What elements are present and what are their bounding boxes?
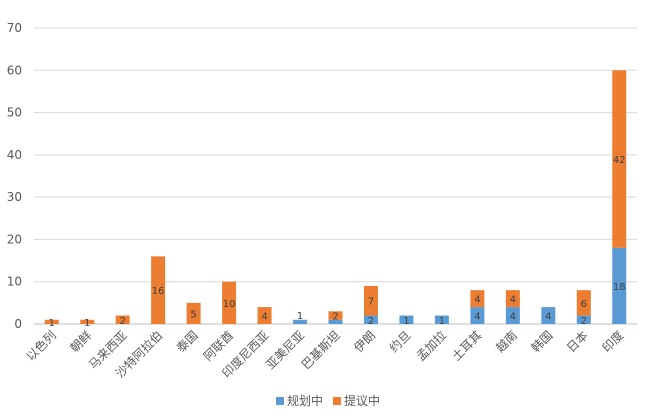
data-label: 1: [439, 316, 445, 327]
x-category-label: 日本: [564, 328, 591, 355]
bar-segment: [612, 247, 627, 324]
bar-segment: [434, 315, 449, 324]
data-label: 16: [152, 286, 165, 297]
x-category-label: 以色列: [23, 328, 58, 363]
bar-segment: [257, 307, 272, 324]
data-label: 2: [332, 312, 338, 323]
bar-segment: [576, 290, 591, 316]
data-label: 4: [510, 312, 516, 323]
bar-segment: [151, 256, 166, 324]
data-label: 1: [49, 318, 55, 329]
y-tick-label: 50: [7, 106, 22, 120]
legend-entry: 提议中: [344, 393, 380, 408]
x-category-label: 土耳其: [449, 328, 484, 363]
bar-segment: [541, 307, 556, 324]
bar-segment: [293, 319, 308, 324]
data-label: 5: [190, 309, 196, 320]
x-category-label: 巴基斯坦: [299, 328, 343, 372]
bar-segment: [363, 285, 378, 316]
y-tick-label: 30: [7, 190, 22, 204]
bar-segment: [328, 319, 343, 324]
bar-segment: [80, 319, 95, 324]
bar-segment: [44, 319, 59, 324]
x-category-label: 约旦: [386, 328, 414, 356]
x-category-label: 越南: [492, 328, 520, 356]
bar-segment: [363, 315, 378, 324]
data-label: 1: [403, 316, 409, 327]
data-label: 10: [223, 299, 236, 310]
y-tick-label: 70: [7, 21, 22, 35]
data-label: 2: [119, 316, 125, 327]
y-tick-label: 0: [14, 317, 22, 331]
data-label: 4: [474, 312, 480, 323]
bar-segment: [612, 70, 627, 248]
data-label: 2: [581, 316, 587, 327]
bar-segment: [505, 290, 520, 308]
y-tick-label: 20: [7, 232, 22, 246]
x-category-label: 韩国: [528, 328, 556, 356]
legend-entry: 规划中: [287, 393, 323, 408]
data-label: 4: [261, 312, 267, 323]
bars: [44, 70, 627, 324]
bar-segment: [470, 290, 485, 308]
bar-segment: [222, 281, 237, 324]
bar-segment: [576, 315, 591, 324]
legend-swatch: [333, 397, 341, 405]
x-category-label: 印度: [599, 328, 627, 356]
y-tick-label: 60: [7, 63, 22, 77]
bar-segment: [399, 315, 414, 324]
data-label: 42: [613, 155, 626, 166]
data-label: 1: [297, 311, 303, 322]
x-axis-categories: 以色列 朝鲜马来西亚沙特阿拉伯 泰国 阿联酋印度尼西亚亚美尼亚巴基斯坦 伊朗 约旦 孟加拉土…: [23, 328, 626, 381]
data-label: 4: [510, 295, 516, 306]
data-label: 1: [84, 318, 90, 329]
bar-segment: [186, 302, 201, 324]
x-category-label: 泰国: [174, 328, 201, 355]
data-label: 2: [368, 316, 374, 327]
gridlines: [34, 27, 637, 325]
data-label: 6: [581, 299, 587, 310]
y-tick-label: 40: [7, 148, 22, 162]
y-tick-label: 10: [7, 275, 22, 289]
bar-segment: [505, 307, 520, 324]
x-category-label: 朝鲜: [67, 328, 94, 355]
y-axis-ticks: 0 10 20 30 40 50 60 70: [7, 21, 22, 331]
data-label: 4: [545, 312, 551, 323]
x-category-label: 伊朗: [351, 328, 378, 355]
x-category-label: 亚美尼亚: [263, 328, 307, 372]
legend-swatch: [276, 397, 284, 405]
x-category-label: 孟加拉: [413, 328, 449, 364]
bar-segment: [328, 311, 343, 320]
data-label: 4: [474, 295, 480, 306]
legend: 规划中 提议中: [276, 393, 380, 408]
bar-segment: [470, 307, 485, 324]
data-label: 7: [368, 297, 374, 308]
data-label: 18: [613, 282, 626, 293]
bar-segment: [115, 315, 130, 324]
